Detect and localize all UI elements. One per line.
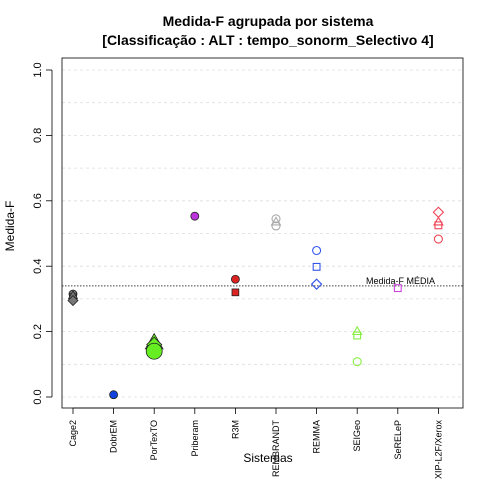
data-point-triangle [270,216,282,226]
y-tick-label: 0.0 [32,389,44,404]
y-tick-label: 0.8 [32,128,44,143]
x-tick-label: SEIGeo [352,420,362,452]
data-point-square [312,262,321,271]
data-points [67,206,445,400]
x-tick-label: XIP-L2F/Xerox [433,420,443,480]
x-tick-label: REMMA [312,420,322,454]
x-tick-label: Cage2 [68,420,78,447]
data-point-circle [230,274,240,284]
data-point-circle [271,214,281,224]
x-tick-label: SeRELeP [393,420,403,460]
data-point-circle [145,342,163,360]
data-point-circle [190,211,200,221]
y-tick-label: 1.0 [32,62,44,77]
plot-frame [61,57,464,409]
y-tick-label: 0.6 [32,193,44,208]
x-axis-label: Sistemas [243,451,292,465]
reference-line-label: Medida-F MÉDIA [366,276,435,286]
data-point-triangle [351,325,363,336]
x-axis: Cage2 DobrEM PorTexTO Priberam R3M REMBRANDT R… [68,407,443,480]
x-tick-label: REMBRANDT [271,420,281,478]
y-tick-label: 0.4 [32,259,44,274]
x-tick-label: DobrEM [109,420,119,453]
chart-title-line1: Medida-F agrupada por sistema [163,13,374,29]
data-point-square [393,284,402,293]
y-tick-label: 0.2 [32,324,44,339]
data-point-triangle [433,216,444,226]
grid [62,69,463,398]
data-point-circle [109,390,118,400]
x-tick-label: PorTexTO [149,420,159,460]
x-tick-label: Priberam [190,420,200,457]
reference-line-group: Medida-F MÉDIA [62,276,463,287]
data-point-diamond [67,294,79,307]
data-point-diamond [432,206,445,219]
y-axis-label: Medida-F [3,201,17,252]
data-point-circle [433,234,443,244]
data-point-square [231,288,240,297]
data-point-square [434,221,443,230]
chart-title-line2: [Classificação : ALT : tempo_sonorm_Sele… [102,32,433,48]
data-point-diamond [310,278,323,290]
data-point-circle [352,357,362,367]
data-point-circle [312,245,322,256]
x-tick-label: R3M [230,420,240,439]
y-axis: 0.0 0.2 0.4 0.6 0.8 1.0 [32,62,53,405]
data-point-square [353,331,362,340]
data-point-circle [271,221,281,231]
